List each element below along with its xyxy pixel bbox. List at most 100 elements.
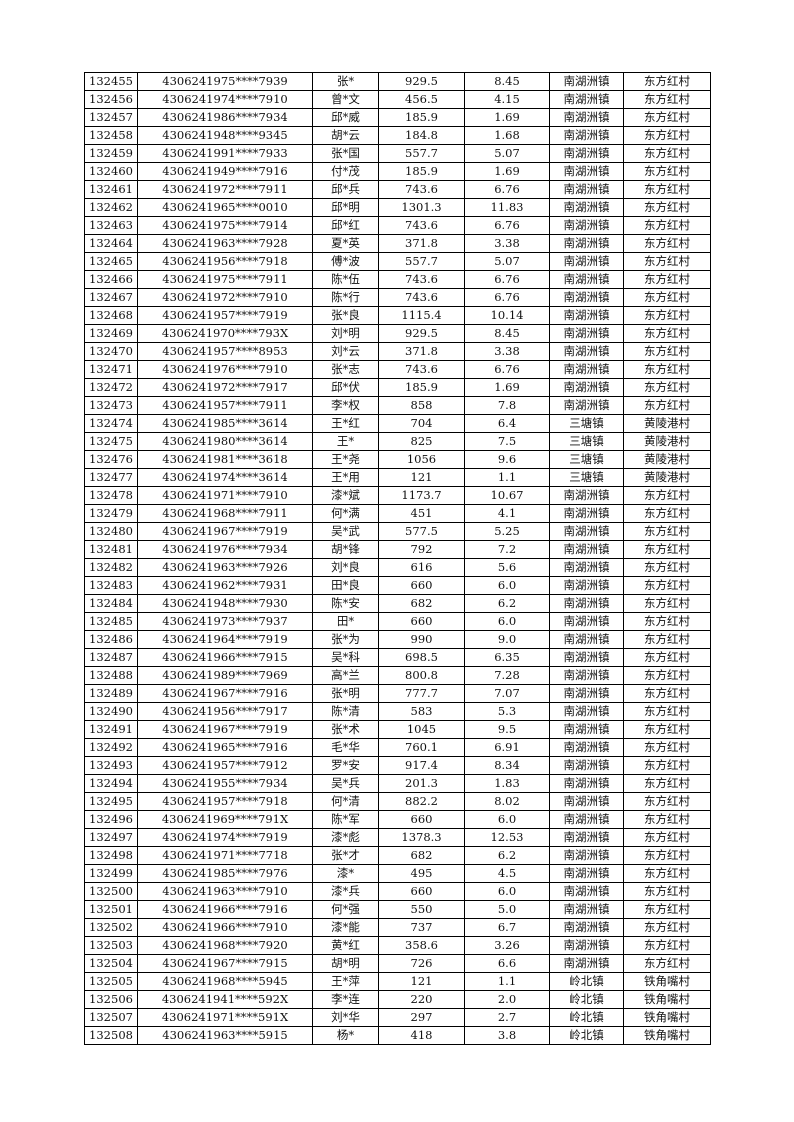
name-cell: 田*良: [312, 576, 379, 595]
amount-cell: 550: [378, 900, 465, 919]
id-number-cell: 4306241980****3614: [137, 432, 313, 451]
amount-cell: 577.5: [378, 522, 465, 541]
id-number-cell: 4306241967****7919: [137, 720, 313, 739]
village-cell: 东方红村: [623, 720, 711, 739]
id-number-cell: 4306241975****7914: [137, 216, 313, 235]
name-cell: 张*才: [312, 846, 379, 865]
amount-cell: 121: [378, 468, 465, 487]
value-cell: 4.15: [464, 90, 550, 109]
table-row: 132479 4306241968****7911 何*满 451 4.1 南湖洲镇 东方红…: [84, 504, 711, 523]
name-cell: 张*志: [312, 360, 379, 379]
amount-cell: 743.6: [378, 216, 465, 235]
id-number-cell: 4306241957****7918: [137, 792, 313, 811]
row-number-cell: 132471: [84, 360, 138, 379]
row-number-cell: 132485: [84, 612, 138, 631]
amount-cell: 557.7: [378, 144, 465, 163]
town-cell: 南湖洲镇: [549, 954, 624, 973]
name-cell: 杨*: [312, 1026, 379, 1045]
village-cell: 铁角嘴村: [623, 1026, 711, 1045]
name-cell: 王*萍: [312, 972, 379, 991]
amount-cell: 557.7: [378, 252, 465, 271]
amount-cell: 201.3: [378, 774, 465, 793]
value-cell: 6.2: [464, 594, 550, 613]
amount-cell: 825: [378, 432, 465, 451]
village-cell: 东方红村: [623, 144, 711, 163]
id-number-cell: 4306241975****7911: [137, 270, 313, 289]
amount-cell: 1301.3: [378, 198, 465, 217]
table-row: 132461 4306241972****7911 邱*兵 743.6 6.76 南湖洲镇…: [84, 180, 711, 199]
row-number-cell: 132477: [84, 468, 138, 487]
table-row: 132477 4306241974****3614 王*用 121 1.1 三塘镇 黄陵港村: [84, 468, 711, 487]
amount-cell: 777.7: [378, 684, 465, 703]
row-number-cell: 132503: [84, 936, 138, 955]
amount-cell: 660: [378, 576, 465, 595]
village-cell: 东方红村: [623, 90, 711, 109]
amount-cell: 800.8: [378, 666, 465, 685]
value-cell: 3.38: [464, 234, 550, 253]
row-number-cell: 132498: [84, 846, 138, 865]
value-cell: 1.69: [464, 378, 550, 397]
row-number-cell: 132475: [84, 432, 138, 451]
amount-cell: 743.6: [378, 180, 465, 199]
id-number-cell: 4306241963****7910: [137, 882, 313, 901]
id-number-cell: 4306241957****7911: [137, 396, 313, 415]
amount-cell: 743.6: [378, 288, 465, 307]
village-cell: 东方红村: [623, 576, 711, 595]
table-row: 132476 4306241981****3618 王*尧 1056 9.6 三塘镇 黄陵港…: [84, 450, 711, 469]
village-cell: 东方红村: [623, 342, 711, 361]
table-row: 132455 4306241975****7939 张* 929.5 8.45 南湖洲镇东…: [84, 72, 711, 91]
value-cell: 6.6: [464, 954, 550, 973]
row-number-cell: 132486: [84, 630, 138, 649]
id-number-cell: 4306241968****7920: [137, 936, 313, 955]
value-cell: 7.2: [464, 540, 550, 559]
town-cell: 南湖洲镇: [549, 594, 624, 613]
amount-cell: 660: [378, 810, 465, 829]
row-number-cell: 132481: [84, 540, 138, 559]
village-cell: 东方红村: [623, 288, 711, 307]
amount-cell: 760.1: [378, 738, 465, 757]
id-number-cell: 4306241969****791X: [137, 810, 313, 829]
row-number-cell: 132468: [84, 306, 138, 325]
village-cell: 铁角嘴村: [623, 990, 711, 1009]
table-row: 132499 4306241985****7976 漆* 495 4.5 南湖洲镇 东方红村: [84, 864, 711, 883]
table-row: 132469 4306241970****793X 刘*明 929.5 8.45 南湖洲镇…: [84, 324, 711, 343]
town-cell: 南湖洲镇: [549, 900, 624, 919]
id-number-cell: 4306241963****5915: [137, 1026, 313, 1045]
id-number-cell: 4306241948****7930: [137, 594, 313, 613]
amount-cell: 682: [378, 594, 465, 613]
id-number-cell: 4306241974****3614: [137, 468, 313, 487]
row-number-cell: 132504: [84, 954, 138, 973]
id-number-cell: 4306241975****7939: [137, 72, 313, 91]
id-number-cell: 4306241972****7917: [137, 378, 313, 397]
town-cell: 南湖洲镇: [549, 126, 624, 145]
name-cell: 何*清: [312, 792, 379, 811]
amount-cell: 616: [378, 558, 465, 577]
row-number-cell: 132479: [84, 504, 138, 523]
amount-cell: 1378.3: [378, 828, 465, 847]
id-number-cell: 4306241965****0010: [137, 198, 313, 217]
town-cell: 三塘镇: [549, 432, 624, 451]
amount-cell: 743.6: [378, 270, 465, 289]
town-cell: 南湖洲镇: [549, 846, 624, 865]
row-number-cell: 132461: [84, 180, 138, 199]
value-cell: 6.76: [464, 216, 550, 235]
village-cell: 铁角嘴村: [623, 1008, 711, 1027]
amount-cell: 185.9: [378, 108, 465, 127]
id-number-cell: 4306241991****7933: [137, 144, 313, 163]
row-number-cell: 132507: [84, 1008, 138, 1027]
amount-cell: 737: [378, 918, 465, 937]
town-cell: 南湖洲镇: [549, 648, 624, 667]
row-number-cell: 132500: [84, 882, 138, 901]
village-cell: 东方红村: [623, 306, 711, 325]
amount-cell: 220: [378, 990, 465, 1009]
id-number-cell: 4306241974****7919: [137, 828, 313, 847]
village-cell: 黄陵港村: [623, 468, 711, 487]
table-row: 132494 4306241955****7934 吴*兵 201.3 1.83 南湖洲镇…: [84, 774, 711, 793]
value-cell: 6.7: [464, 918, 550, 937]
village-cell: 东方红村: [623, 108, 711, 127]
row-number-cell: 132465: [84, 252, 138, 271]
table-row: 132474 4306241985****3614 王*红 704 6.4 三塘镇 黄陵港村: [84, 414, 711, 433]
name-cell: 王*用: [312, 468, 379, 487]
amount-cell: 451: [378, 504, 465, 523]
id-number-cell: 4306241981****3618: [137, 450, 313, 469]
